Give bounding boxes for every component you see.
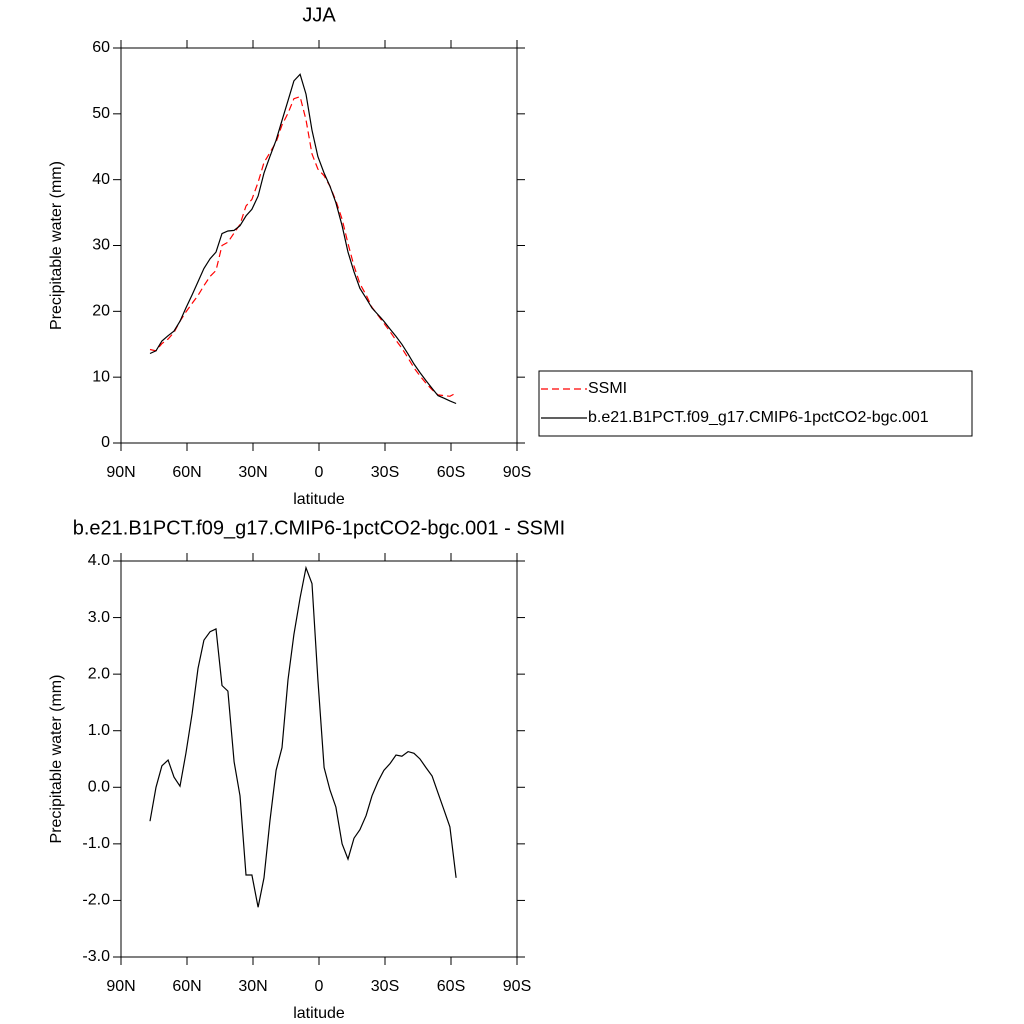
x-tick-label: 90N <box>106 464 135 481</box>
x-tick-label: 30N <box>238 464 267 481</box>
y-axis-label: Precipitable water (mm) <box>48 161 65 330</box>
y-tick-label: -3.0 <box>82 948 110 965</box>
y-tick-label: -2.0 <box>82 892 110 909</box>
data-line <box>149 73 457 405</box>
y-tick-label: 1.0 <box>88 722 110 739</box>
x-tick-label: 0 <box>315 464 324 481</box>
y-tick-label: 3.0 <box>88 609 110 626</box>
legend-label: SSMI <box>588 380 627 397</box>
plot-frame <box>120 560 518 958</box>
y-tick-label: 40 <box>92 171 110 188</box>
y-tick-label: 0.0 <box>88 779 110 796</box>
plot-frame <box>120 47 518 444</box>
x-tick-label: 30N <box>238 978 267 995</box>
x-tick-label: 60S <box>437 464 465 481</box>
x-tick-label: 30S <box>371 978 399 995</box>
y-tick-label: 0 <box>101 434 110 451</box>
x-tick-label: 90S <box>503 978 531 995</box>
y-tick-label: 10 <box>92 368 110 385</box>
legend-box <box>538 370 973 437</box>
y-axis-label: Precipitable water (mm) <box>48 675 65 844</box>
x-tick-label: 90S <box>503 464 531 481</box>
y-tick-label: -1.0 <box>82 835 110 852</box>
y-tick-label: 50 <box>92 105 110 122</box>
legend-label: b.e21.B1PCT.f09_g17.CMIP6-1pctCO2-bgc.00… <box>588 409 929 426</box>
chart-title: b.e21.B1PCT.f09_g17.CMIP6-1pctCO2-bgc.00… <box>73 517 565 539</box>
x-tick-label: 0 <box>315 978 324 995</box>
y-tick-label: 60 <box>92 39 110 56</box>
x-tick-label: 60N <box>172 978 201 995</box>
y-tick-label: 20 <box>92 303 110 320</box>
x-tick-label: 60S <box>437 978 465 995</box>
x-tick-label: 30S <box>371 464 399 481</box>
y-tick-label: 30 <box>92 237 110 254</box>
x-tick-label: 60N <box>172 464 201 481</box>
x-tick-label: 90N <box>106 978 135 995</box>
data-line <box>149 95 457 397</box>
chart-title: JJA <box>302 4 336 26</box>
x-axis-label: latitude <box>293 491 345 508</box>
data-line <box>149 565 457 908</box>
x-axis-label: latitude <box>293 1005 345 1022</box>
y-tick-label: 4.0 <box>88 552 110 569</box>
y-tick-label: 2.0 <box>88 665 110 682</box>
